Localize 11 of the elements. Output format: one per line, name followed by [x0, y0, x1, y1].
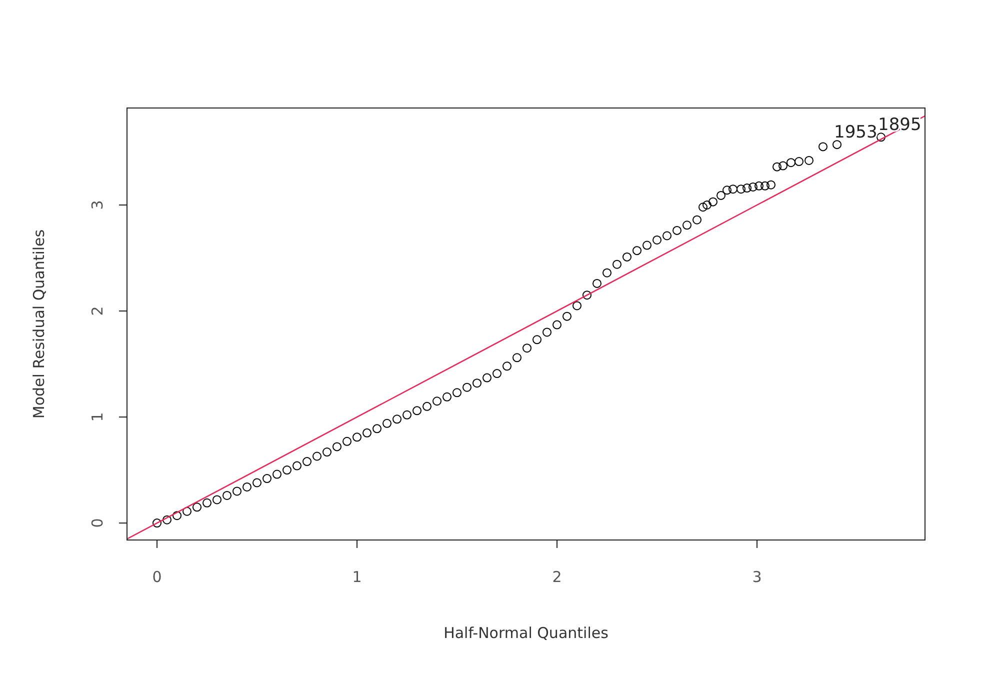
x-axis-title: Half-Normal Quantiles	[444, 624, 609, 642]
y-tick-label: 0	[88, 518, 106, 528]
annotation: 1953	[834, 122, 878, 143]
x-tick-label: 2	[552, 568, 562, 586]
y-axis-title: Model Residual Quantiles	[30, 229, 48, 419]
x-tick-label: 1	[352, 568, 362, 586]
y-tick-label: 1	[88, 412, 106, 422]
x-tick-label: 0	[152, 568, 162, 586]
y-tick-label: 2	[88, 306, 106, 316]
x-tick-label: 3	[752, 568, 762, 586]
y-tick-label: 3	[88, 200, 106, 210]
